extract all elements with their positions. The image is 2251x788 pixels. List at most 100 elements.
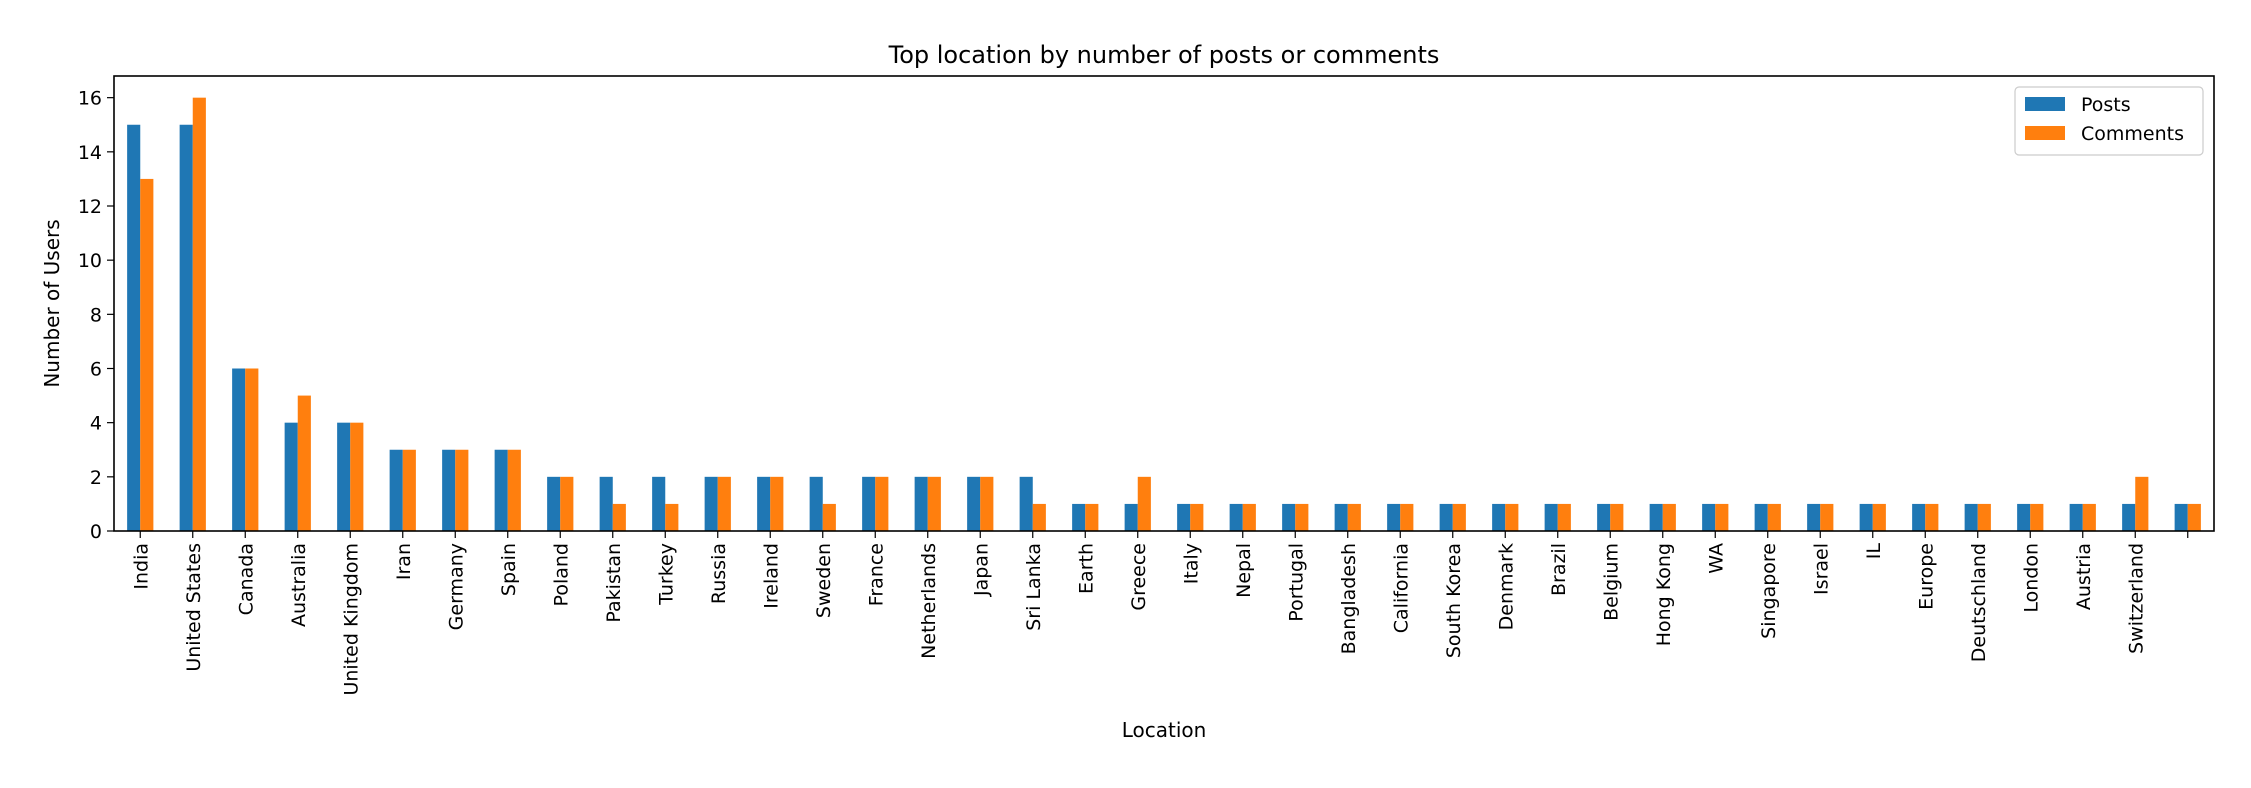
x-tick-label: Brazil	[1548, 543, 1570, 596]
bar-posts-1	[179, 124, 193, 531]
bar-comments-10	[665, 503, 679, 531]
legend-label-posts: Posts	[2081, 94, 2131, 116]
bar-comments-34	[1925, 503, 1939, 531]
x-tick-label: Italy	[1180, 543, 1202, 584]
bar-posts-23	[1334, 503, 1348, 531]
x-tick-label: Iran	[393, 543, 415, 580]
bar-comments-18	[1085, 503, 1099, 531]
bar-posts-18	[1072, 503, 1086, 531]
bar-comments-36	[2030, 503, 2044, 531]
y-tick-label: 10	[78, 250, 102, 272]
x-tick-label: France	[865, 543, 887, 606]
bar-posts-19	[1124, 503, 1138, 531]
chart-title: Top location by number of posts or comme…	[888, 41, 1440, 69]
bar-comments-21	[1242, 503, 1256, 531]
bar-comments-13	[822, 503, 836, 531]
bar-posts-27	[1544, 503, 1558, 531]
bar-posts-25	[1439, 503, 1453, 531]
x-tick-label: Bangladesh	[1338, 543, 1360, 654]
plot-frame	[113, 75, 2215, 532]
y-tick-label: 2	[90, 467, 102, 489]
bar-comments-35	[1977, 503, 1991, 531]
x-tick-label: Belgium	[1600, 543, 1622, 621]
bar-comments-28	[1610, 503, 1624, 531]
bar-posts-39	[2174, 503, 2188, 531]
bar-comments-4	[350, 422, 364, 531]
bar-posts-20	[1177, 503, 1191, 531]
bar-comments-6	[455, 449, 469, 531]
bar-comments-8	[560, 476, 574, 531]
bar-posts-6	[442, 449, 456, 531]
bar-comments-15	[927, 476, 941, 531]
x-tick-label: Russia	[708, 543, 730, 604]
bar-posts-0	[127, 124, 141, 531]
bar-posts-38	[2122, 503, 2136, 531]
bar-posts-2	[232, 368, 246, 531]
x-tick-label: Turkey	[655, 543, 677, 606]
bar-posts-14	[862, 476, 876, 531]
bar-posts-9	[599, 476, 613, 531]
x-axis: India United States Canada Australia United …	[130, 531, 2189, 696]
bar-posts-16	[967, 476, 981, 531]
bar-posts-13	[809, 476, 823, 531]
x-tick-label: California	[1390, 543, 1412, 633]
bar-posts-32	[1807, 503, 1821, 531]
x-tick-label: Israel	[1810, 543, 1832, 595]
bar-comments-24	[1400, 503, 1414, 531]
x-tick-label: Spain	[498, 543, 520, 596]
bar-comments-16	[980, 476, 994, 531]
x-tick-label: Ireland	[760, 543, 782, 609]
x-tick-label: Pakistan	[603, 543, 625, 623]
x-tick-label: Singapore	[1758, 543, 1780, 639]
bar-comments-37	[2082, 503, 2096, 531]
bar-posts-24	[1387, 503, 1401, 531]
y-tick-label: 16	[78, 88, 102, 110]
bar-posts-15	[914, 476, 928, 531]
bar-comments-33	[1872, 503, 1886, 531]
bar-comments-25	[1452, 503, 1466, 531]
x-axis-label: Location	[1122, 718, 1207, 742]
bar-posts-12	[757, 476, 771, 531]
legend: Posts Comments	[2014, 86, 2204, 156]
y-tick-label: 12	[78, 196, 102, 218]
bar-posts-17	[1019, 476, 1033, 531]
bar-posts-11	[704, 476, 718, 531]
bar-posts-37	[2069, 503, 2083, 531]
legend-label-comments: Comments	[2081, 123, 2184, 145]
bar-posts-7	[494, 449, 508, 531]
bar-comments-39	[2187, 503, 2201, 531]
bar-comments-17	[1032, 503, 1046, 531]
bar-posts-35	[1964, 503, 1978, 531]
bar-comments-22	[1295, 503, 1309, 531]
bar-comments-27	[1557, 503, 1571, 531]
x-tick-label: Canada	[235, 543, 257, 615]
legend-swatch-posts	[2025, 97, 2065, 111]
bar-posts-33	[1859, 503, 1873, 531]
y-tick-label: 6	[90, 359, 102, 381]
x-tick-label: Austria	[2073, 543, 2095, 610]
x-tick-label: Earth	[1075, 543, 1097, 594]
x-tick-label: South Korea	[1443, 543, 1465, 658]
x-tick-label: WA	[1705, 543, 1727, 574]
bar-comments-30	[1715, 503, 1729, 531]
bar-posts-3	[284, 422, 298, 531]
y-axis-label: Number of Users	[40, 219, 64, 387]
bar-comments-9	[612, 503, 626, 531]
bar-posts-5	[389, 449, 403, 531]
bar-posts-22	[1282, 503, 1296, 531]
bar-comments-32	[1820, 503, 1834, 531]
bar-posts-29	[1649, 503, 1663, 531]
x-tick-label: Sweden	[813, 543, 835, 618]
x-tick-label: Sri Lanka	[1023, 543, 1045, 631]
bar-comments-12	[770, 476, 784, 531]
x-tick-label: Switzerland	[2125, 543, 2147, 654]
x-tick-label: Europe	[1915, 543, 1937, 610]
x-tick-label: India	[130, 543, 152, 590]
x-tick-label: Germany	[445, 543, 467, 630]
x-tick-label: United Kingdom	[340, 543, 362, 696]
y-tick-label: 0	[90, 521, 102, 543]
x-tick-label: London	[2020, 543, 2042, 613]
bar-comments-5	[402, 449, 416, 531]
